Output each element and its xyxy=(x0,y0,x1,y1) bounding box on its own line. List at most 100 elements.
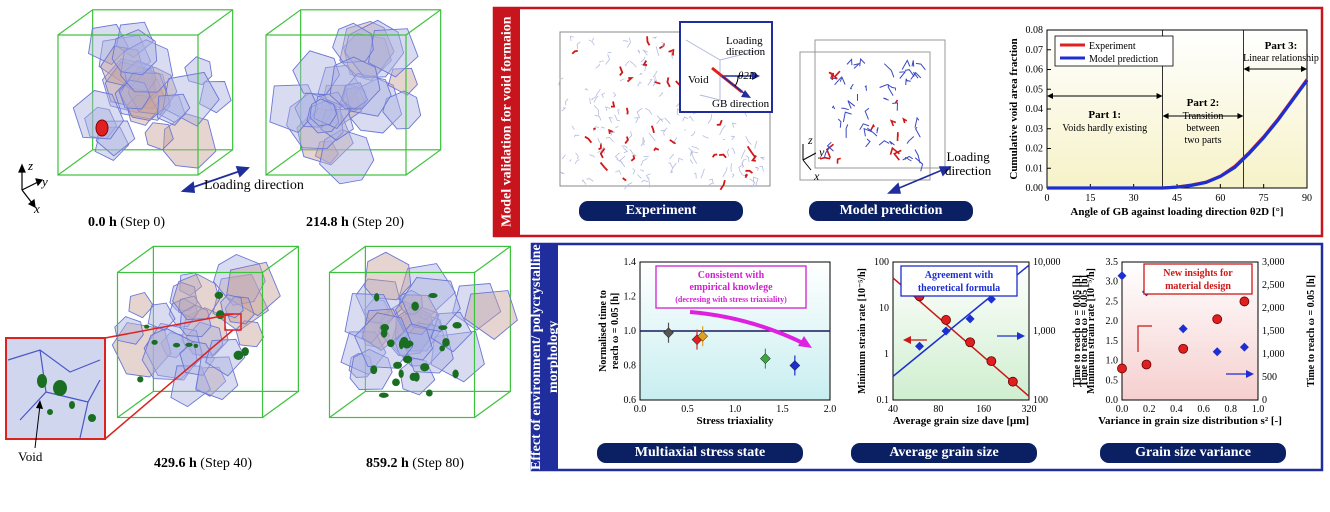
grain-boundary xyxy=(689,159,694,164)
grain-boundary xyxy=(892,102,899,111)
grain-boundary xyxy=(647,79,653,86)
gb-angle-diagram xyxy=(685,39,761,101)
void-marker xyxy=(144,324,150,329)
grain-boundary xyxy=(670,162,677,173)
void-trace xyxy=(889,119,897,127)
grain xyxy=(114,316,144,345)
inset-gb-label: GB direction xyxy=(712,98,770,110)
y-tick-label: 0.1 xyxy=(877,395,890,406)
y2-tick-label: 1,000 xyxy=(1262,349,1285,360)
cube-edge xyxy=(117,245,154,273)
grain-boundary xyxy=(709,178,714,185)
grain-boundary xyxy=(876,127,879,134)
model-loading-arrow xyxy=(887,166,952,194)
x-tick-label: 0.0 xyxy=(1116,404,1129,415)
void-trace xyxy=(718,153,727,159)
legend-box xyxy=(1054,35,1174,67)
void-trace xyxy=(666,77,671,88)
grain-boundary xyxy=(576,41,581,49)
data-point xyxy=(1007,376,1018,387)
grain-boundary xyxy=(849,83,854,90)
grain-boundary xyxy=(617,109,620,115)
grain-boundary xyxy=(564,98,569,106)
x-tick-label: 0.8 xyxy=(1225,404,1238,415)
void-marker xyxy=(420,363,430,372)
y-tick-label: 0.08 xyxy=(1026,25,1044,36)
y-tick-label: 1.5 xyxy=(1106,336,1119,347)
y-tick-label: 1.4 xyxy=(624,257,637,268)
grain-boundary xyxy=(831,105,836,110)
annotation-text: (decresing with stress triaxiality) xyxy=(675,295,787,304)
model-box-front xyxy=(799,51,931,181)
void-trace xyxy=(819,156,831,160)
void-trace xyxy=(669,139,676,145)
y-axis-label: Cumulative void area fraction xyxy=(1008,38,1020,179)
grain-boundary xyxy=(634,117,640,124)
grain xyxy=(309,98,337,127)
grain-boundary xyxy=(731,173,735,178)
grain-boundary xyxy=(749,178,756,188)
x-tick-label: 90 xyxy=(1302,193,1312,204)
grain-boundary xyxy=(859,123,870,131)
part3-title: Part 3: xyxy=(1265,40,1298,52)
void-trace xyxy=(626,77,634,83)
grain-boundary xyxy=(740,171,745,177)
grain-boundary xyxy=(601,126,606,129)
grain-boundary xyxy=(845,124,849,138)
grain-boundary xyxy=(824,146,831,158)
grain-boundary xyxy=(904,156,912,162)
grain-boundary xyxy=(597,137,602,145)
void-marker xyxy=(428,293,438,299)
x-tick-label: 45 xyxy=(1172,193,1182,204)
y-tick-label: 0.03 xyxy=(1026,124,1044,135)
grain-boundary xyxy=(690,131,696,137)
void-marker xyxy=(214,291,224,299)
grain-boundary xyxy=(700,168,705,179)
multiaxial-pill: Multiaxial stress state xyxy=(597,443,803,463)
grain-cube xyxy=(57,9,234,176)
grain-boundary xyxy=(588,39,595,46)
data-point xyxy=(1141,359,1152,370)
cube-edge xyxy=(265,149,302,176)
model-prediction-image xyxy=(799,39,946,181)
cube-edge xyxy=(474,245,511,273)
grain-boundary xyxy=(624,60,630,67)
grain-boundary xyxy=(640,157,648,167)
void-trace xyxy=(624,136,630,145)
grain-boundary xyxy=(652,36,658,39)
y-tick-label: 2.0 xyxy=(1106,316,1119,327)
grain xyxy=(128,291,154,319)
grain-boundary xyxy=(642,137,645,146)
void-trace xyxy=(825,143,834,159)
void-trace xyxy=(646,36,651,46)
zoom-inset-content xyxy=(7,349,101,439)
grain-boundary xyxy=(753,176,759,183)
cube-edge xyxy=(329,390,366,418)
void-trace xyxy=(716,119,723,126)
loading-arrow xyxy=(180,165,250,193)
void-trace xyxy=(598,143,602,151)
y-tick-label: 0.01 xyxy=(1026,163,1044,174)
cube-edge xyxy=(57,9,94,36)
void-marker xyxy=(172,342,181,348)
grain-boundary xyxy=(658,91,663,97)
grain-boundary xyxy=(632,168,636,175)
part2-text: between xyxy=(1186,123,1219,134)
y2-tick-label: 1,000 xyxy=(1033,326,1056,337)
void-trace xyxy=(619,66,624,76)
x-tick-label: 0.5 xyxy=(681,404,694,415)
void-marker xyxy=(409,372,417,381)
grain-boundary xyxy=(584,88,589,91)
void-trace xyxy=(653,80,661,85)
zoom-target xyxy=(224,313,242,331)
x-tick-label: 30 xyxy=(1129,193,1139,204)
grain-boundary xyxy=(864,107,870,120)
axis-pointer-head xyxy=(1017,332,1025,340)
grain-boundary xyxy=(731,147,736,154)
inset-theta-label: θ2D xyxy=(738,70,757,82)
grain xyxy=(147,302,176,331)
grain-boundary xyxy=(642,49,648,56)
x-tick-label: 15 xyxy=(1085,193,1095,204)
model-axis-y: y xyxy=(818,145,825,159)
data-point xyxy=(697,330,709,342)
